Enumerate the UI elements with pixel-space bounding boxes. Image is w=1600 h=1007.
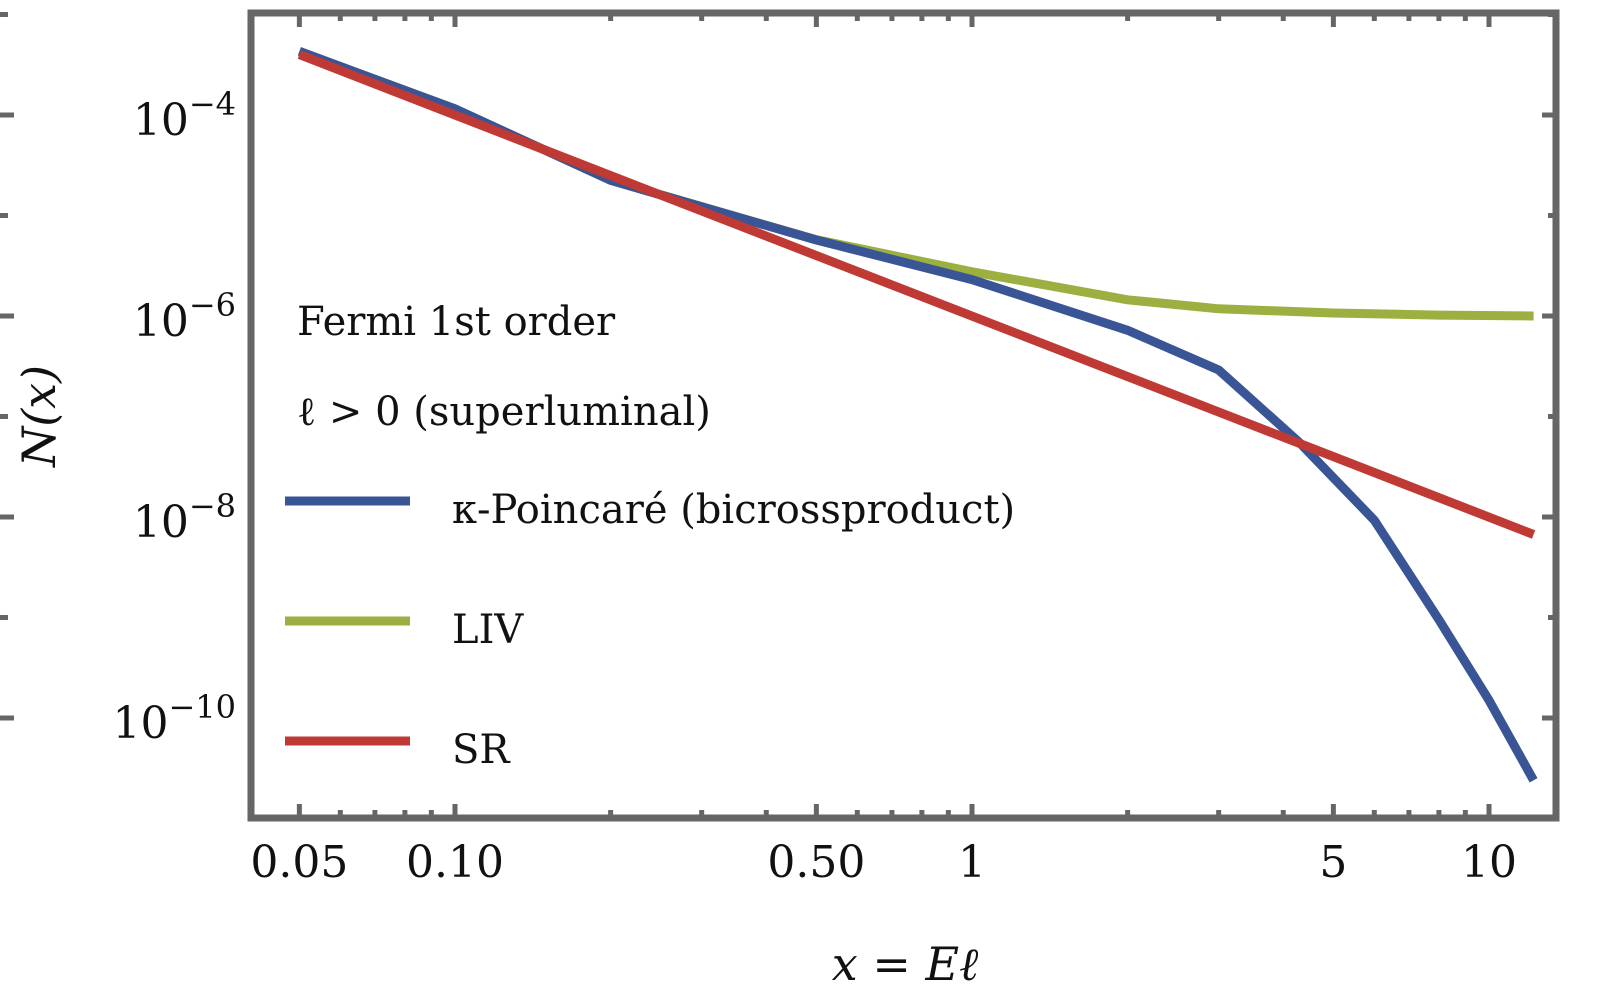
x-tick-label: 0.05: [250, 837, 348, 888]
x-tick-label: 0.50: [767, 837, 865, 888]
x-tick-label: 0.10: [406, 837, 504, 888]
x-tick-label: 10: [1461, 837, 1517, 888]
legend-label: SR: [452, 727, 511, 773]
x-tick-label: 5: [1319, 837, 1347, 888]
y-axis-label: N(x): [12, 365, 66, 468]
legend-title: Fermi 1st order: [297, 299, 616, 345]
x-tick-label: 1: [958, 837, 986, 888]
series-line-sr: [297, 50, 1536, 539]
x-axis-label: x = Eℓ: [832, 937, 979, 991]
y-tick-label: 10−4: [133, 85, 236, 146]
legend-subtitle: ℓ > 0 (superluminal): [297, 389, 711, 435]
legend-label: κ-Poincaré (bicrossproduct): [452, 487, 1015, 533]
y-tick-label: 10−6: [133, 286, 236, 347]
legend-label: LIV: [452, 607, 524, 653]
y-tick-label: 10−10: [112, 688, 236, 749]
series-line-liv: [297, 47, 1534, 321]
y-tick-label: 10−8: [133, 487, 236, 548]
